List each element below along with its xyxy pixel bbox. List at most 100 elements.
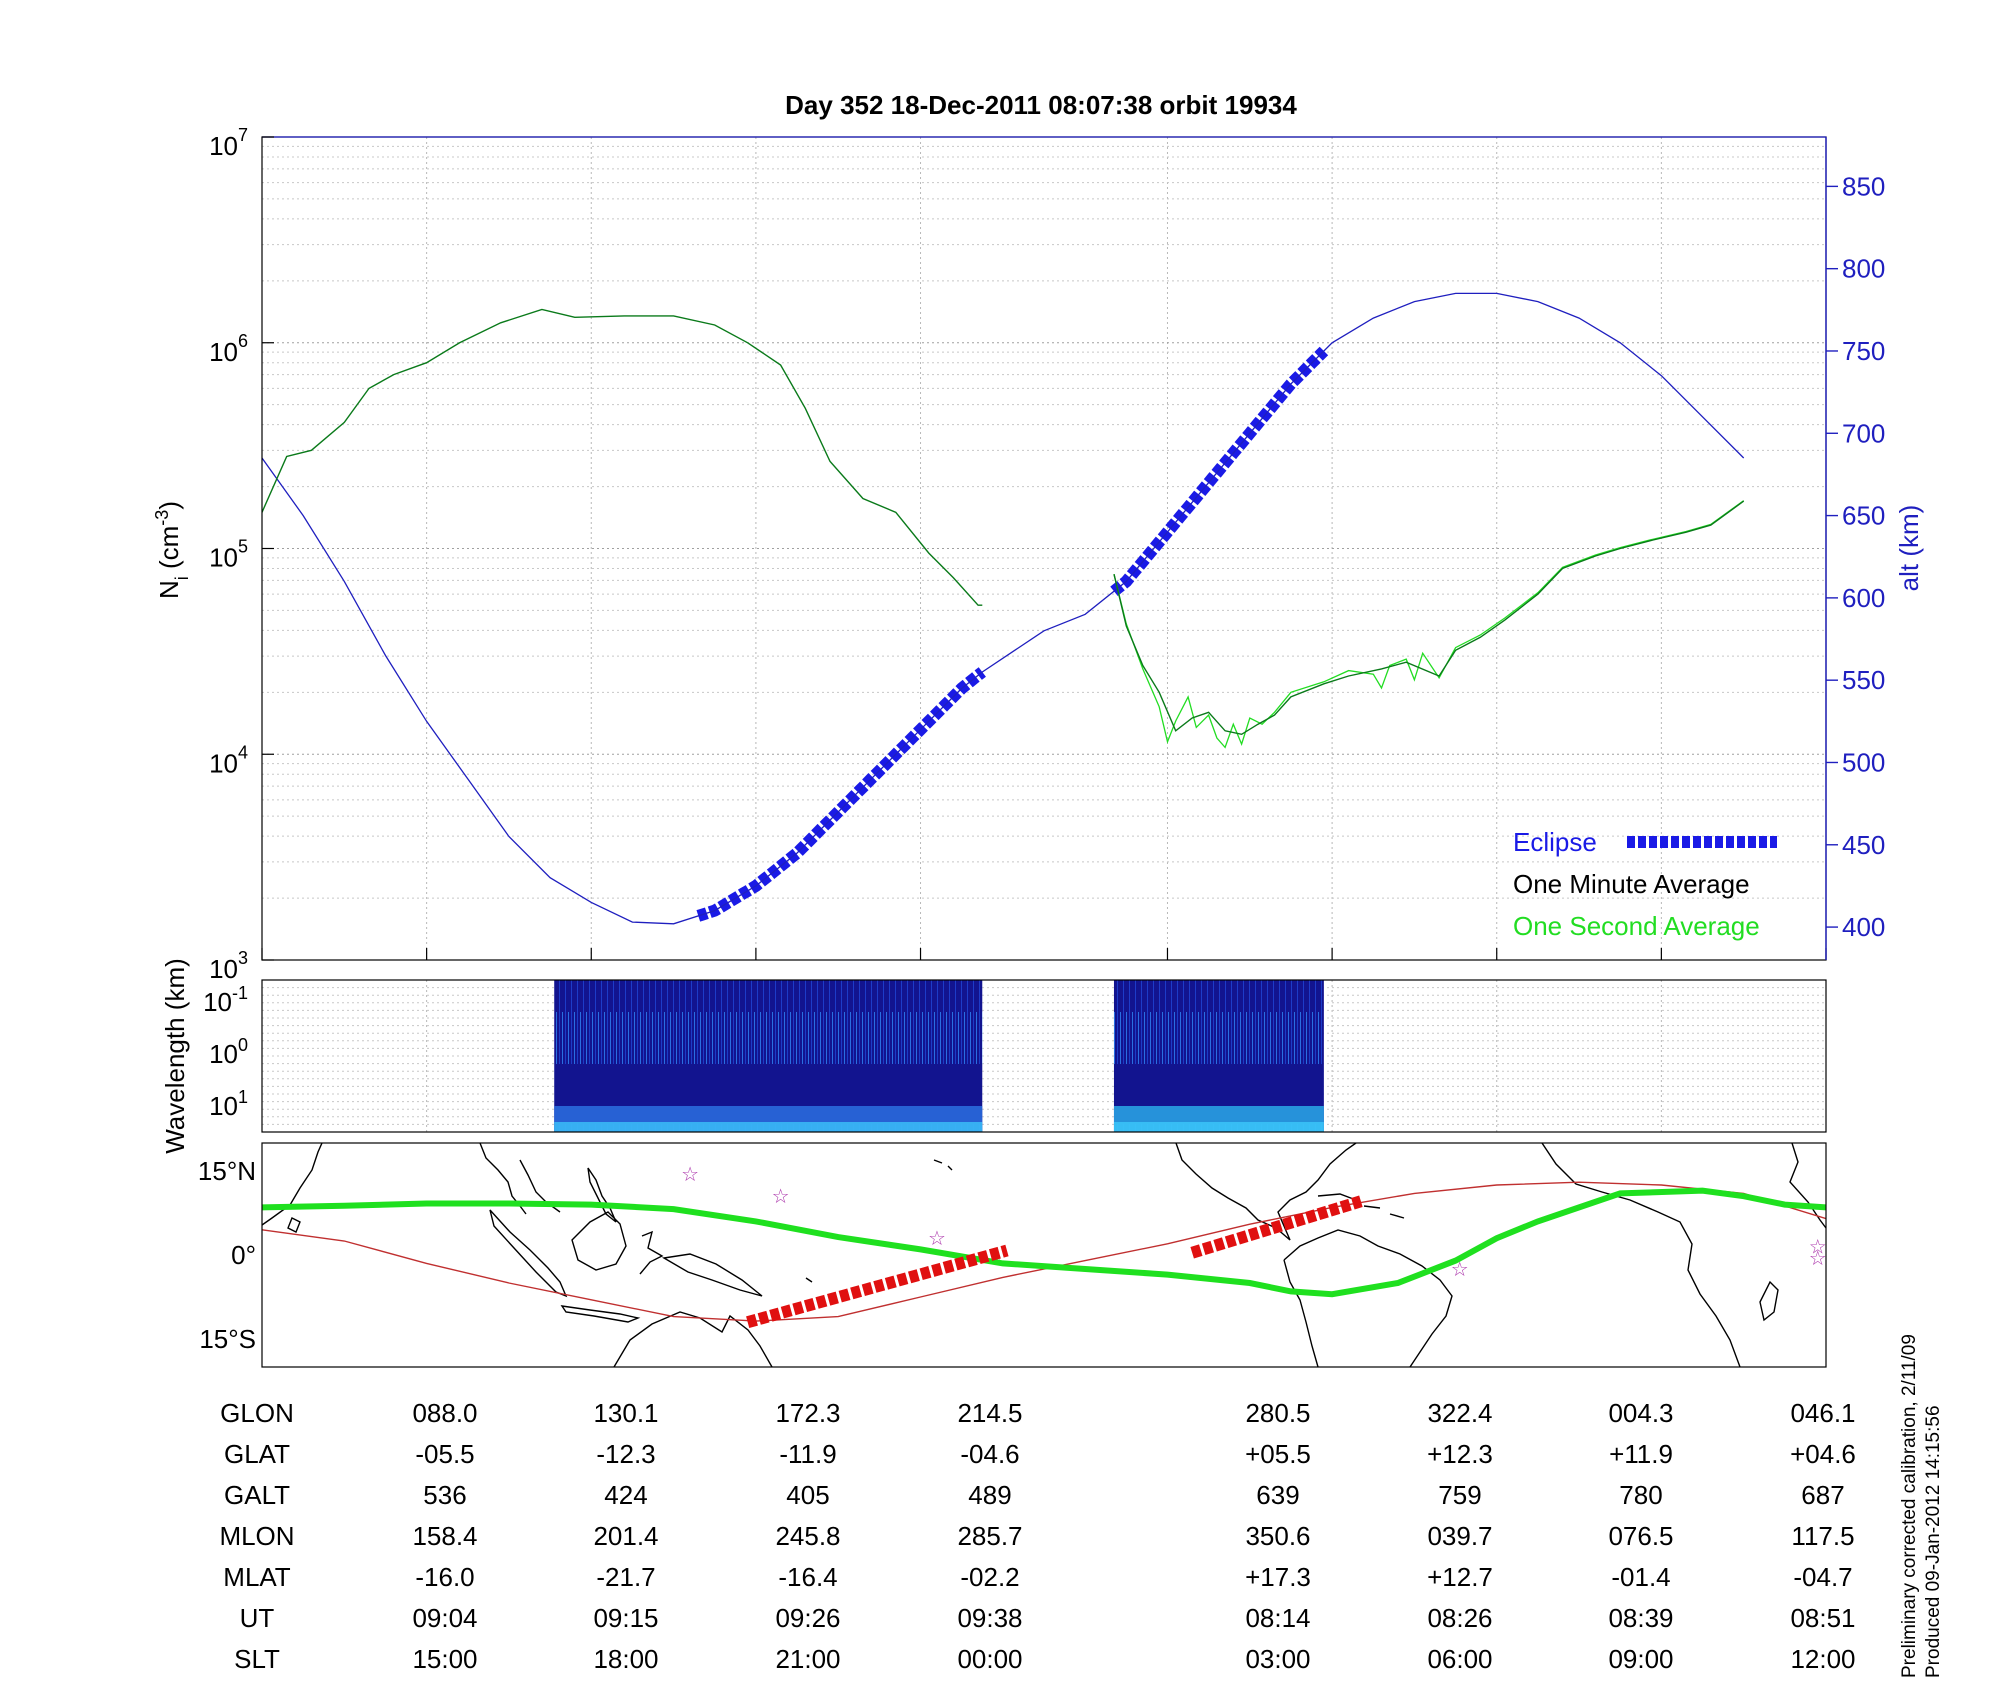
table-cell: +05.5 [1245,1439,1311,1469]
coastlines [262,1143,1826,1367]
spectrogram-y-label: Wavelength (km) [160,958,190,1154]
map-tick-label: 0° [231,1240,256,1270]
coast-new-guinea [661,1253,763,1297]
density-grid [261,137,1827,961]
table-cell: 489 [968,1480,1011,1510]
tick-exponent: 0 [238,1035,248,1055]
table-cell: 004.3 [1608,1398,1673,1428]
table-cell: 076.5 [1608,1521,1673,1551]
tick-exponent: 1 [238,1087,248,1107]
tick-exponent: 7 [238,125,248,145]
altitude-tick-label: 400 [1842,912,1885,942]
table-cell: 08:39 [1608,1603,1673,1633]
density-one-minute-line-2 [1113,500,1745,736]
table-cell: 285.7 [957,1521,1022,1551]
table-cell: +12.3 [1427,1439,1493,1469]
table-cell: 00:00 [957,1644,1022,1674]
legend-minute-label: One Minute Average [1513,869,1750,899]
table-cell: 09:38 [957,1603,1022,1633]
table-cell: 350.6 [1245,1521,1310,1551]
map-y-ticks: 15°N 0° 15°S [198,1156,256,1354]
tick-exponent: -1 [232,983,248,1003]
altitude-tick-label: 500 [1842,747,1885,777]
coast-sri-lanka [287,1217,301,1233]
density-tick-label: 106 [209,331,248,367]
altitude-tick-label: 850 [1842,171,1885,201]
table-cell: 09:26 [775,1603,840,1633]
coast-australia [613,1311,773,1367]
map-tick-label: 15°S [199,1324,256,1354]
table-cell: 117.5 [1791,1521,1854,1551]
footnote-produced: Produced 09-Jan-2012 14:15:56 [1923,1405,1944,1678]
altitude-tick-label: 600 [1842,583,1885,613]
altitude-tick-label: 450 [1842,830,1885,860]
table-cell: 780 [1619,1480,1662,1510]
coast-sumatra [489,1209,568,1298]
spectrogram-frame [261,979,1827,1133]
coast-india [262,1143,323,1226]
table-cell: 759 [1438,1480,1481,1510]
table-cell: 687 [1801,1480,1844,1510]
table-cell: 046.1 [1790,1398,1855,1428]
spectrogram-tick-label: 101 [209,1087,248,1121]
coast-madagascar [1759,1280,1779,1322]
table-cell: 21:00 [775,1644,840,1674]
table-cell: 639 [1256,1480,1299,1510]
coast-borneo [571,1211,627,1271]
density-tick-label: 107 [209,125,248,161]
table-row-label: MLON [219,1521,294,1551]
altitude-y-label: alt (km) [1894,505,1924,592]
map-tick-label: 15°N [198,1156,256,1186]
table-cell: 12:00 [1790,1644,1855,1674]
ylabel-sub: i [172,576,192,580]
map-star-marker: ☆ [1809,1235,1827,1259]
table-cell: -12.3 [596,1439,655,1469]
table-cell: 322.4 [1427,1398,1492,1428]
table-cell: 158.4 [412,1521,477,1551]
altitude-y-ticks: 400 450 500 550 600 650 700 750 800 850 [1826,171,1885,942]
tick-exponent: 6 [238,331,248,351]
coast-java [560,1305,641,1323]
table-cell: 130.1 [593,1398,658,1428]
altitude-tick-label: 800 [1842,254,1885,284]
spectrogram-tick-label: 100 [209,1035,248,1069]
coast-africa [1541,1143,1826,1367]
table-cell: -21.7 [596,1562,655,1592]
table-row-label: GALT [224,1480,290,1510]
density-y-label: Ni (cm-3) [152,501,192,599]
map-star-marker: ☆ [928,1226,946,1250]
density-one-second-line [1113,500,1745,749]
density-panel: 103 104 105 106 107 400 450 500 550 600 650 700 750… [152,125,1924,984]
orbit-track-line [262,1187,1826,1298]
spectrogram-grid [261,980,1827,1132]
table-cell: +11.9 [1609,1439,1673,1469]
ylabel-unit-sup: -3 [152,510,172,526]
table-cell: 172.3 [775,1398,840,1428]
altitude-tick-label: 700 [1842,418,1885,448]
density-tick-label: 103 [209,948,248,984]
table-cell: -16.0 [415,1562,474,1592]
map-star-marker: ☆ [681,1162,699,1186]
coast-sulawesi [639,1230,664,1275]
table-cell: -04.6 [960,1439,1019,1469]
table-cell: 201.4 [593,1521,658,1551]
table-cell: 088.0 [412,1398,477,1428]
map-star-marker: ☆ [1451,1257,1469,1281]
map-tracks: ☆☆☆☆☆☆ [262,1162,1827,1328]
table-cell: 08:26 [1427,1603,1492,1633]
table-cell: +04.6 [1790,1439,1856,1469]
table-row-label: SLT [234,1644,280,1674]
density-tick-label: 104 [209,742,248,778]
table-cell: 08:14 [1245,1603,1310,1633]
coast-philippines [587,1167,617,1223]
altitude-tick-label: 550 [1842,665,1885,695]
table-cell: 245.8 [775,1521,840,1551]
spectrogram-tick-label: 10-1 [203,983,248,1017]
altitude-tick-label: 750 [1842,336,1885,366]
legend-second-label: One Second Average [1513,911,1760,941]
coast-caribbean [1317,1193,1405,1219]
spectrogram-data [554,980,1324,1132]
table-cell: -05.5 [415,1439,474,1469]
map-area [262,1143,1826,1367]
